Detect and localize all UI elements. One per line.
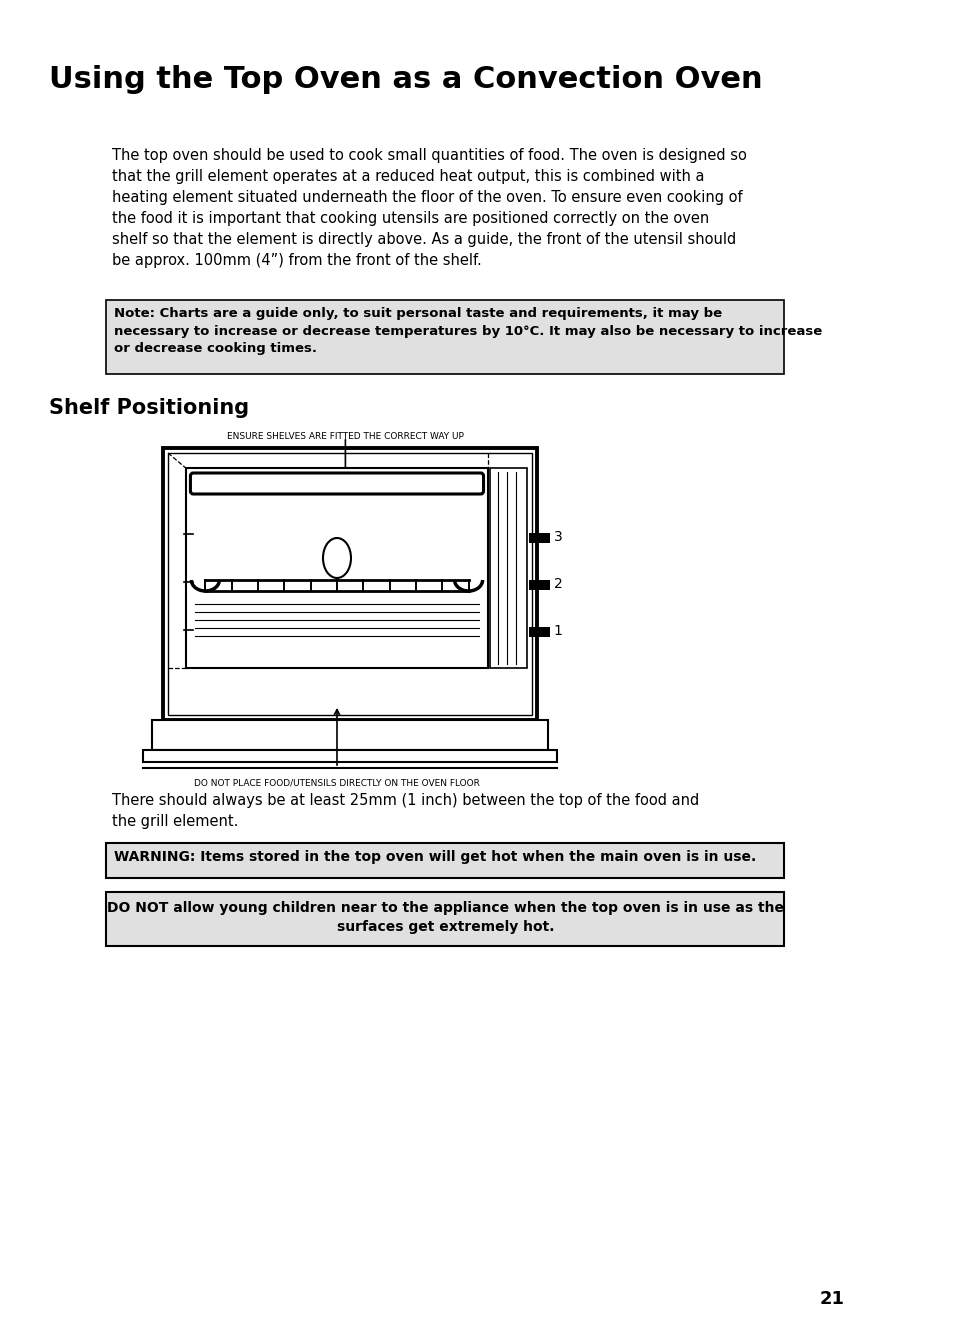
Bar xyxy=(143,749,557,762)
Text: Note: Charts are a guide only, to suit personal taste and requirements, it may b: Note: Charts are a guide only, to suit p… xyxy=(113,307,821,355)
Bar xyxy=(152,720,547,749)
Text: DO NOT allow young children near to the appliance when the top oven is in use as: DO NOT allow young children near to the … xyxy=(107,900,783,934)
Text: 21: 21 xyxy=(819,1291,844,1308)
FancyBboxPatch shape xyxy=(191,473,483,494)
Text: The top oven should be used to cook small quantities of food. The oven is design: The top oven should be used to cook smal… xyxy=(112,148,746,269)
Text: Shelf Positioning: Shelf Positioning xyxy=(49,398,249,418)
Bar xyxy=(529,580,549,591)
Bar xyxy=(490,468,527,668)
Text: ENSURE SHELVES ARE FITTED THE CORRECT WAY UP: ENSURE SHELVES ARE FITTED THE CORRECT WA… xyxy=(227,432,463,441)
Bar xyxy=(186,468,488,668)
Bar xyxy=(163,448,537,720)
Bar xyxy=(529,627,549,637)
Bar xyxy=(529,533,549,542)
Bar xyxy=(168,453,532,715)
Text: DO NOT PLACE FOOD/UTENSILS DIRECTLY ON THE OVEN FLOOR: DO NOT PLACE FOOD/UTENSILS DIRECTLY ON T… xyxy=(193,778,479,787)
Bar xyxy=(107,892,783,946)
Text: There should always be at least 25mm (1 inch) between the top of the food and
th: There should always be at least 25mm (1 … xyxy=(112,794,699,830)
Text: 2: 2 xyxy=(553,577,561,591)
Bar xyxy=(107,843,783,878)
Text: 3: 3 xyxy=(553,530,561,544)
Text: Using the Top Oven as a Convection Oven: Using the Top Oven as a Convection Oven xyxy=(49,65,761,94)
Ellipse shape xyxy=(323,538,351,578)
Bar xyxy=(107,301,783,374)
Text: 1: 1 xyxy=(553,624,562,639)
Text: WARNING: Items stored in the top oven will get hot when the main oven is in use.: WARNING: Items stored in the top oven wi… xyxy=(113,850,756,864)
